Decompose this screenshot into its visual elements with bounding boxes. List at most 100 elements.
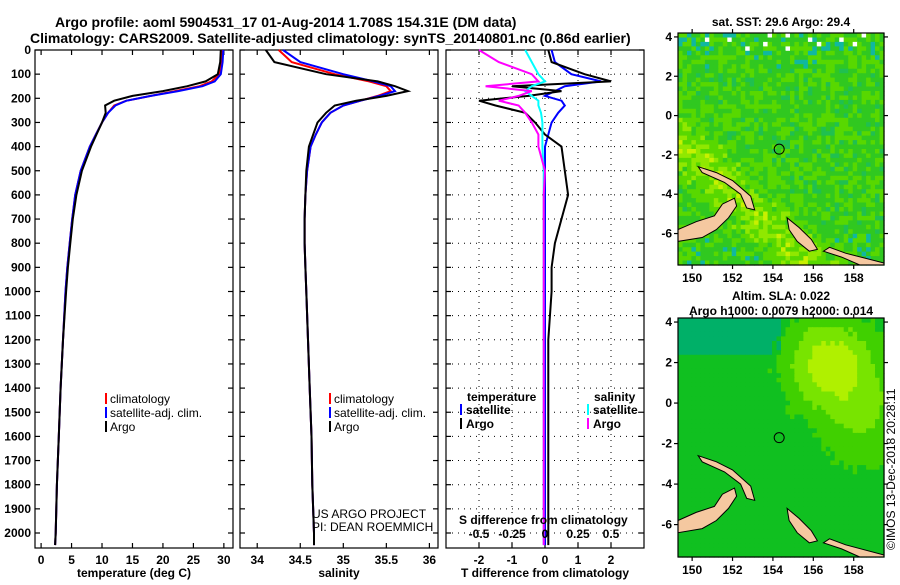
- map-cell: [866, 60, 871, 65]
- map-cell: [794, 438, 799, 443]
- map-cell: [750, 456, 755, 461]
- map-cell: [786, 176, 791, 181]
- map-cell: [839, 396, 844, 401]
- map-cell: [772, 350, 777, 355]
- map-cell: [835, 216, 840, 221]
- map-cell: [705, 118, 710, 123]
- map-cell: [844, 332, 849, 337]
- map-cell: [727, 247, 732, 252]
- map-cell: [848, 442, 853, 447]
- map-cell: [777, 234, 782, 239]
- map-cell: [844, 401, 849, 406]
- map-cell: [808, 122, 813, 127]
- map-cell: [848, 359, 853, 364]
- map-cell: [687, 256, 692, 261]
- map-cell: [812, 252, 817, 257]
- map-cell: [844, 465, 849, 470]
- map-cell: [763, 461, 768, 466]
- map-cell: [808, 543, 813, 548]
- map-cell: [839, 91, 844, 96]
- map-cell: [826, 100, 831, 105]
- map-cell: [866, 502, 871, 507]
- map-cell: [732, 100, 737, 105]
- map-cell: [678, 401, 683, 406]
- map-cell: [754, 33, 759, 38]
- map-cell: [768, 359, 773, 364]
- map-cell: [808, 118, 813, 123]
- map-cell: [691, 378, 696, 383]
- map-cell: [830, 438, 835, 443]
- map-cell: [696, 461, 701, 466]
- map-cell: [700, 369, 705, 374]
- map-cell: [691, 243, 696, 248]
- map-cell: [866, 149, 871, 154]
- map-cell: [691, 332, 696, 337]
- map-cell: [853, 33, 858, 38]
- map-cell: [875, 73, 880, 78]
- map-cell: [723, 109, 728, 114]
- map-cell: [678, 185, 683, 190]
- map-cell: [714, 247, 719, 252]
- map-cell: [736, 415, 741, 420]
- map-cell: [741, 461, 746, 466]
- map-cell: [808, 447, 813, 452]
- map-cell: [727, 428, 732, 433]
- map-cell: [754, 433, 759, 438]
- map-cell: [790, 373, 795, 378]
- map-cell: [848, 140, 853, 145]
- map-cell: [723, 520, 728, 525]
- map-cell: [799, 502, 804, 507]
- map-cell: [862, 180, 867, 185]
- map-cell: [768, 158, 773, 163]
- map-cell: [799, 189, 804, 194]
- map-cell: [768, 243, 773, 248]
- map-cell: [687, 131, 692, 136]
- map-cell: [786, 369, 791, 374]
- map-cell: [839, 46, 844, 51]
- map-cell: [830, 479, 835, 484]
- map-cell: [862, 419, 867, 424]
- map-cell: [759, 185, 764, 190]
- map-cell: [718, 350, 723, 355]
- map-cell: [736, 82, 741, 87]
- map-cell: [759, 387, 764, 392]
- map-cell: [812, 396, 817, 401]
- map-cell: [709, 185, 714, 190]
- map-cell: [718, 529, 723, 534]
- map-cell: [844, 158, 849, 163]
- map-cell: [745, 55, 750, 60]
- map-cell: [799, 461, 804, 466]
- map-cell: [812, 419, 817, 424]
- map-cell: [727, 136, 732, 141]
- map-cell: [678, 346, 683, 351]
- map-cell: [781, 364, 786, 369]
- map-cell: [835, 225, 840, 230]
- map-cell: [790, 96, 795, 101]
- map-cell: [817, 332, 822, 337]
- map-cell: [687, 447, 692, 452]
- map-cell: [777, 38, 782, 43]
- map-cell: [772, 447, 777, 452]
- map-cell: [736, 359, 741, 364]
- map-cell: [826, 327, 831, 332]
- map-cell: [683, 465, 688, 470]
- map-cell: [772, 154, 777, 159]
- map-cell: [687, 410, 692, 415]
- map-cell: [866, 387, 871, 392]
- map-cell: [696, 387, 701, 392]
- map-cell: [830, 327, 835, 332]
- map-cell: [817, 474, 822, 479]
- map-cell: [741, 238, 746, 243]
- map-cell: [830, 511, 835, 516]
- map-cell: [750, 438, 755, 443]
- map-cell: [803, 415, 808, 420]
- map-cell: [844, 451, 849, 456]
- map-cell: [803, 198, 808, 203]
- map-cell: [777, 158, 782, 163]
- map-cell: [718, 113, 723, 118]
- map-cell: [839, 350, 844, 355]
- map-cell: [794, 387, 799, 392]
- map-cell: [790, 428, 795, 433]
- map-cell: [853, 234, 858, 239]
- map-cell: [835, 162, 840, 167]
